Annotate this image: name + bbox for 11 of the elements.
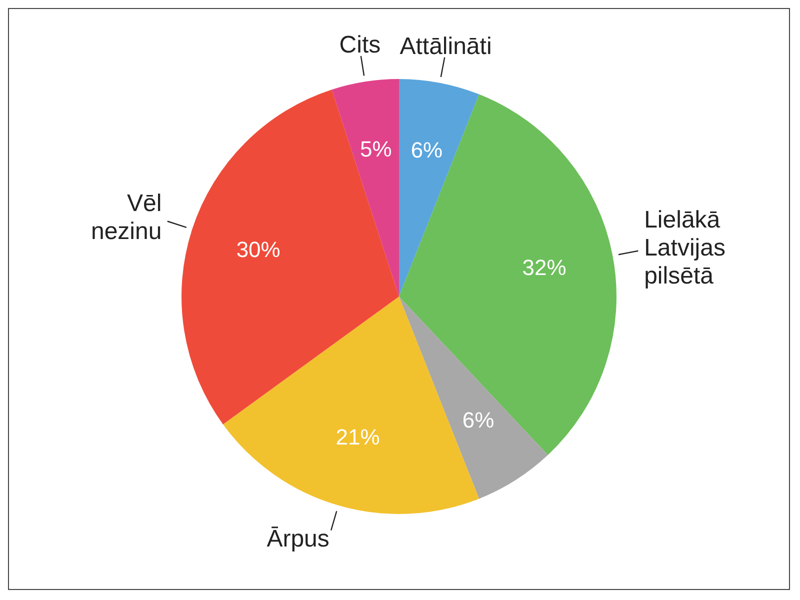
data-label: 32% xyxy=(522,254,566,280)
slice-label: Ārpus xyxy=(266,526,330,553)
data-label: 6% xyxy=(410,137,443,162)
slice-label: Lielākā Latvijas pilsētā xyxy=(644,206,726,290)
data-label: 21% xyxy=(336,424,380,450)
slice-label: Attālināti xyxy=(400,33,492,60)
data-label: 30% xyxy=(236,236,280,262)
data-label: 5% xyxy=(360,136,392,162)
data-label: 6% xyxy=(462,407,494,432)
slice-label: Vēl nezinu xyxy=(90,190,162,245)
slice-label: Cits xyxy=(339,32,381,59)
